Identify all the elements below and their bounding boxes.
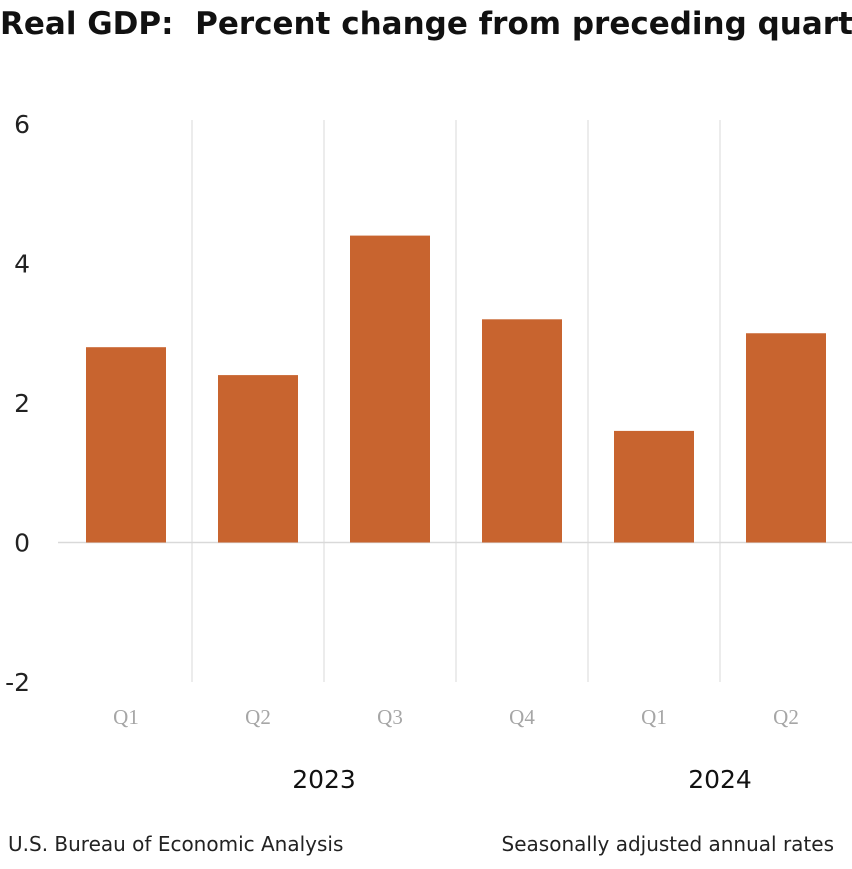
- rate-note: Seasonally adjusted annual rates: [501, 832, 834, 856]
- chart-title: Real GDP: Percent change from preceding …: [0, 6, 852, 42]
- x-tick-label: Q1: [113, 705, 139, 729]
- bar-5: [614, 430, 694, 543]
- x-tick-label: Q3: [377, 705, 403, 729]
- x-tick-label: Q2: [245, 705, 271, 729]
- bar-6: [746, 333, 826, 543]
- bar-3: [350, 235, 430, 543]
- y-tick-label: 4: [14, 250, 30, 279]
- bar-1: [86, 347, 166, 543]
- bar-2: [218, 375, 298, 543]
- bar-4: [482, 319, 562, 543]
- y-tick-label: 0: [14, 529, 30, 558]
- y-tick-label: 2: [14, 389, 30, 418]
- x-tick-label: Q4: [509, 705, 535, 729]
- x-tick-label: Q1: [641, 705, 667, 729]
- year-group-label: 2024: [688, 765, 752, 794]
- source-note: U.S. Bureau of Economic Analysis: [8, 832, 344, 856]
- year-group-label: 2023: [292, 765, 356, 794]
- x-tick-label: Q2: [773, 705, 799, 729]
- y-tick-label: 6: [14, 110, 30, 139]
- y-tick-label: -2: [5, 668, 30, 697]
